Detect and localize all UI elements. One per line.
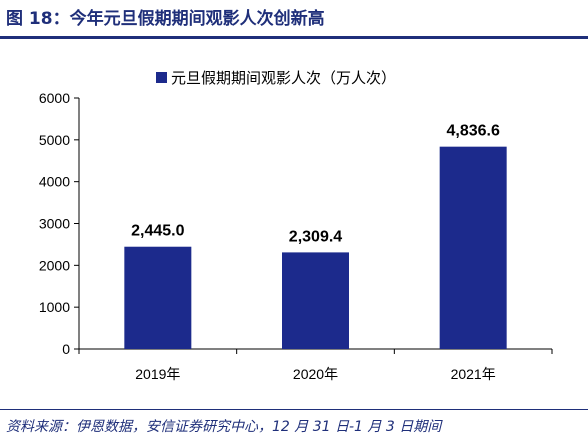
source-divider (0, 409, 588, 410)
x-axis: 2019年 2020年 2021年 (78, 348, 553, 382)
data-label: 2,445.0 (131, 223, 184, 240)
bars: 2,445.0 2,309.4 4,836.6 (124, 123, 507, 349)
x-tick-label: 2021年 (451, 366, 496, 382)
bar (124, 246, 192, 349)
x-tick-label: 2019年 (135, 366, 180, 382)
title-divider (0, 36, 588, 39)
y-tick-label: 2000 (39, 257, 70, 273)
y-axis: 0 1000 2000 3000 4000 5000 6000 (39, 90, 80, 357)
y-tick-label: 4000 (39, 174, 70, 190)
legend-label: 元旦假期期间观影人次（万人次） (171, 69, 396, 87)
data-label: 4,836.6 (446, 123, 499, 140)
legend: 元旦假期期间观影人次（万人次） (156, 69, 396, 87)
source-note: 资料来源：伊恩数据，安信证券研究中心，12 月 31 日-1 月 3 日期间 (6, 419, 442, 435)
y-tick-label: 5000 (39, 132, 70, 148)
bar (439, 146, 507, 349)
y-tick-label: 6000 (39, 90, 70, 106)
x-tick-label: 2020年 (293, 366, 338, 382)
y-tick-label: 1000 (39, 299, 70, 315)
y-tick-label: 3000 (39, 216, 70, 232)
figure-title: 图 18：今年元旦假期期间观影人次创新高 (6, 9, 325, 29)
data-label: 2,309.4 (289, 228, 342, 245)
bar (282, 252, 349, 349)
y-tick-label: 0 (62, 341, 70, 357)
legend-swatch (156, 72, 167, 83)
